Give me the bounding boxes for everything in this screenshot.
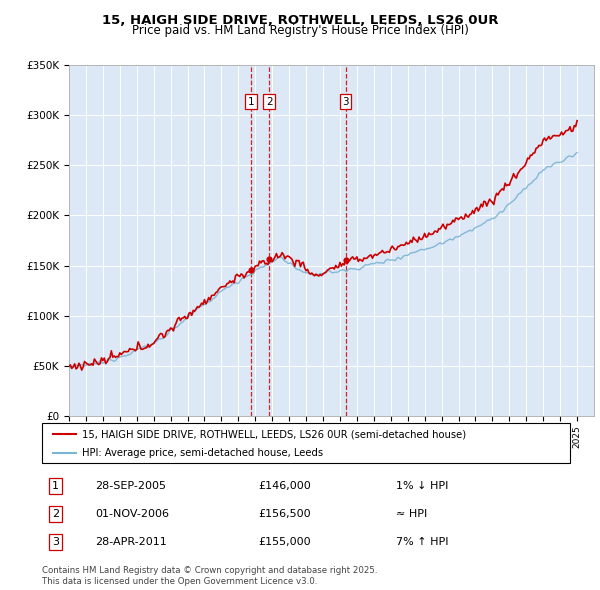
Text: This data is licensed under the Open Government Licence v3.0.: This data is licensed under the Open Gov… [42, 576, 317, 586]
Text: £146,000: £146,000 [259, 481, 311, 491]
Text: Price paid vs. HM Land Registry's House Price Index (HPI): Price paid vs. HM Land Registry's House … [131, 24, 469, 37]
Text: 01-NOV-2006: 01-NOV-2006 [95, 509, 169, 519]
Text: 3: 3 [342, 97, 349, 107]
Text: £156,500: £156,500 [259, 509, 311, 519]
Text: ≈ HPI: ≈ HPI [396, 509, 427, 519]
Text: 1: 1 [52, 481, 59, 491]
Text: Contains HM Land Registry data © Crown copyright and database right 2025.: Contains HM Land Registry data © Crown c… [42, 566, 377, 575]
Text: 2: 2 [266, 97, 272, 107]
Text: £155,000: £155,000 [259, 537, 311, 547]
Text: 1% ↓ HPI: 1% ↓ HPI [396, 481, 448, 491]
Text: 3: 3 [52, 537, 59, 547]
Text: 15, HAIGH SIDE DRIVE, ROTHWELL, LEEDS, LS26 0UR (semi-detached house): 15, HAIGH SIDE DRIVE, ROTHWELL, LEEDS, L… [82, 430, 466, 440]
Text: 7% ↑ HPI: 7% ↑ HPI [396, 537, 448, 547]
Text: 28-SEP-2005: 28-SEP-2005 [95, 481, 166, 491]
Text: 15, HAIGH SIDE DRIVE, ROTHWELL, LEEDS, LS26 0UR: 15, HAIGH SIDE DRIVE, ROTHWELL, LEEDS, L… [102, 14, 498, 27]
Text: 1: 1 [248, 97, 254, 107]
Text: 2: 2 [52, 509, 59, 519]
Text: 28-APR-2011: 28-APR-2011 [95, 537, 167, 547]
Text: HPI: Average price, semi-detached house, Leeds: HPI: Average price, semi-detached house,… [82, 448, 323, 458]
FancyBboxPatch shape [42, 423, 570, 463]
